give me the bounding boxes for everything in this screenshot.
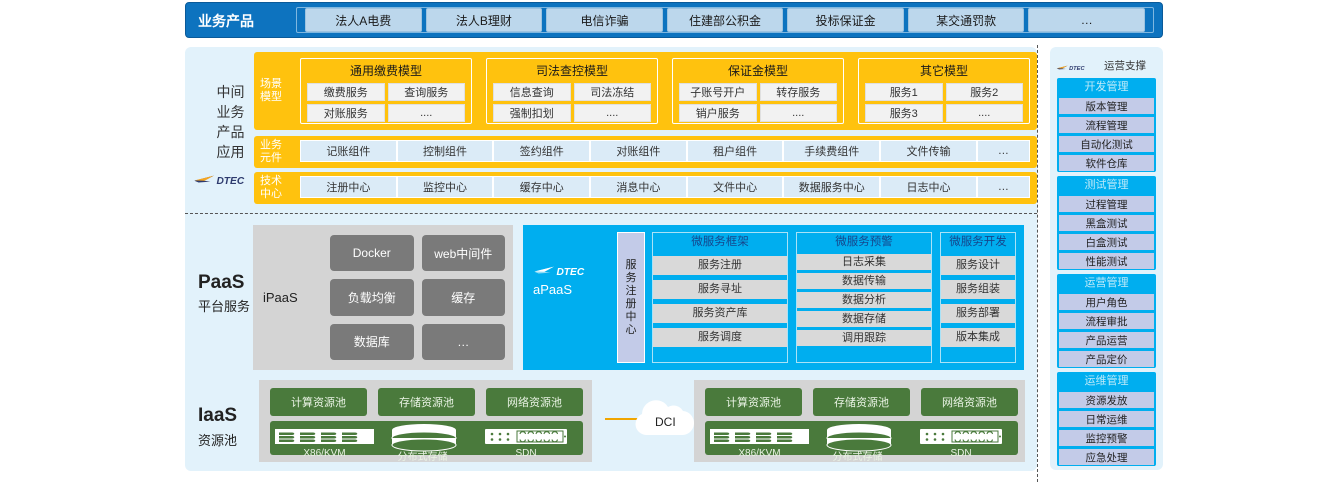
svg-text:DTEC: DTEC bbox=[216, 176, 244, 187]
svg-text:DTEC: DTEC bbox=[556, 267, 584, 278]
svg-text:DTEC: DTEC bbox=[1069, 66, 1085, 72]
